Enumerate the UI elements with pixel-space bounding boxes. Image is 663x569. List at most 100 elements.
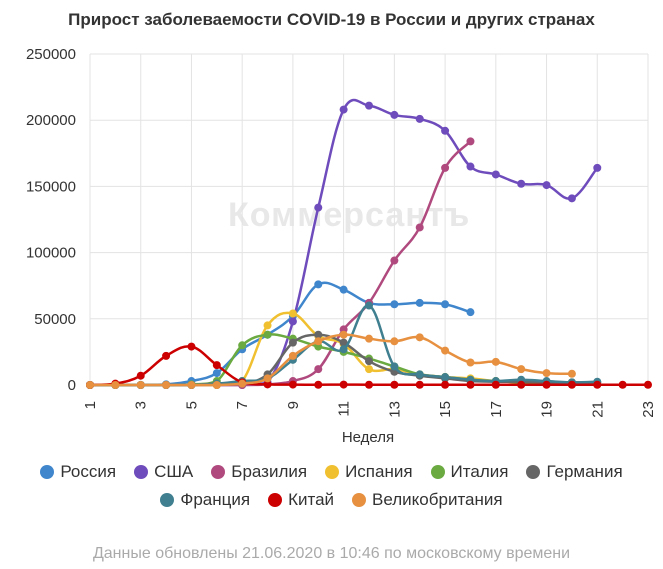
data-point [390, 380, 399, 389]
data-point [187, 381, 196, 389]
data-point [618, 380, 627, 389]
data-point [415, 333, 424, 342]
data-point [314, 280, 323, 289]
data-point [415, 298, 424, 307]
legend-item[interactable]: Испания [325, 462, 413, 482]
data-point [263, 374, 272, 383]
legend-item[interactable]: Китай [268, 490, 334, 510]
data-point [415, 114, 424, 123]
data-point [288, 338, 297, 347]
data-point [567, 380, 576, 389]
data-point [415, 380, 424, 389]
legend-swatch [526, 465, 541, 479]
data-point [288, 380, 297, 389]
data-point [314, 365, 323, 374]
data-point [644, 380, 652, 389]
data-point [441, 300, 450, 309]
data-point [390, 110, 399, 119]
series-line [90, 140, 472, 387]
legend-label: Великобритания [372, 490, 503, 509]
data-point [466, 137, 475, 146]
data-point [162, 381, 171, 389]
data-point [390, 256, 399, 265]
x-tick-label: 5 [183, 401, 200, 409]
data-point [314, 337, 323, 346]
legend-swatch [211, 465, 226, 479]
data-point [466, 358, 475, 367]
legend-label: Германия [546, 462, 623, 481]
data-point [415, 223, 424, 232]
data-point [517, 179, 526, 188]
data-point [339, 345, 348, 354]
data-point [111, 381, 120, 389]
data-point [593, 380, 602, 389]
data-point [466, 162, 475, 171]
data-point [441, 346, 450, 355]
x-tick-label: 13 [386, 401, 403, 418]
data-point [593, 163, 602, 172]
data-point [339, 105, 348, 114]
y-tick-label: 100000 [26, 245, 76, 262]
data-point [212, 381, 221, 389]
data-point [288, 317, 297, 326]
data-point [339, 330, 348, 339]
x-tick-label: 1 [82, 401, 99, 409]
data-point [365, 101, 373, 110]
legend-item[interactable]: Франция [160, 490, 250, 510]
y-tick-label: 250000 [26, 46, 76, 63]
x-tick-label: 15 [437, 401, 454, 418]
data-point [491, 357, 500, 366]
data-point [415, 370, 424, 379]
y-tick-label: 0 [68, 377, 76, 394]
x-tick-label: 21 [589, 401, 606, 418]
legend-label: Китай [288, 490, 335, 509]
x-tick-label: 3 [133, 401, 150, 409]
legend-swatch [134, 465, 149, 479]
data-point [441, 163, 450, 172]
data-point [365, 301, 373, 310]
legend-item[interactable]: Россия [40, 462, 116, 482]
data-point [238, 379, 247, 388]
data-point [365, 365, 373, 374]
series-8 [86, 330, 576, 389]
data-point [314, 380, 323, 389]
legend-swatch [40, 465, 55, 479]
y-tick-label: 150000 [26, 178, 76, 195]
watermark: Коммерсантъ [228, 196, 471, 234]
data-point [567, 369, 576, 378]
data-point [365, 380, 373, 389]
legend-swatch [352, 493, 367, 507]
legend-swatch [268, 493, 283, 507]
data-point [212, 361, 221, 370]
legend-item[interactable]: Германия [526, 462, 623, 482]
series-2 [86, 137, 475, 389]
x-tick-label: 9 [285, 401, 302, 409]
legend-label: Италия [450, 462, 509, 481]
data-point [390, 362, 399, 371]
data-point [263, 330, 272, 339]
data-point [491, 380, 500, 389]
y-tick-label: 50000 [34, 311, 76, 328]
x-tick-label: 11 [336, 401, 353, 417]
data-point [288, 309, 297, 318]
series-group [86, 98, 652, 389]
legend: Россия США Бразилия Испания Италия Германия Фр… [0, 462, 663, 510]
legend-item[interactable]: Великобритания [352, 490, 503, 510]
data-point [136, 371, 145, 380]
legend-swatch [430, 465, 445, 479]
x-tick-label: 19 [539, 401, 556, 418]
data-point [263, 321, 272, 330]
legend-label: Испания [345, 462, 413, 481]
data-point [491, 170, 500, 179]
legend-swatch [160, 493, 175, 507]
data-point [517, 380, 526, 389]
data-point [517, 365, 526, 374]
legend-item[interactable]: США [134, 462, 193, 482]
legend-item[interactable]: Италия [430, 462, 509, 482]
data-point [162, 351, 171, 360]
data-point [314, 203, 323, 212]
legend-item[interactable]: Бразилия [211, 462, 307, 482]
data-point [86, 381, 94, 389]
data-point [365, 334, 373, 343]
x-tick-label: 7 [234, 401, 251, 409]
